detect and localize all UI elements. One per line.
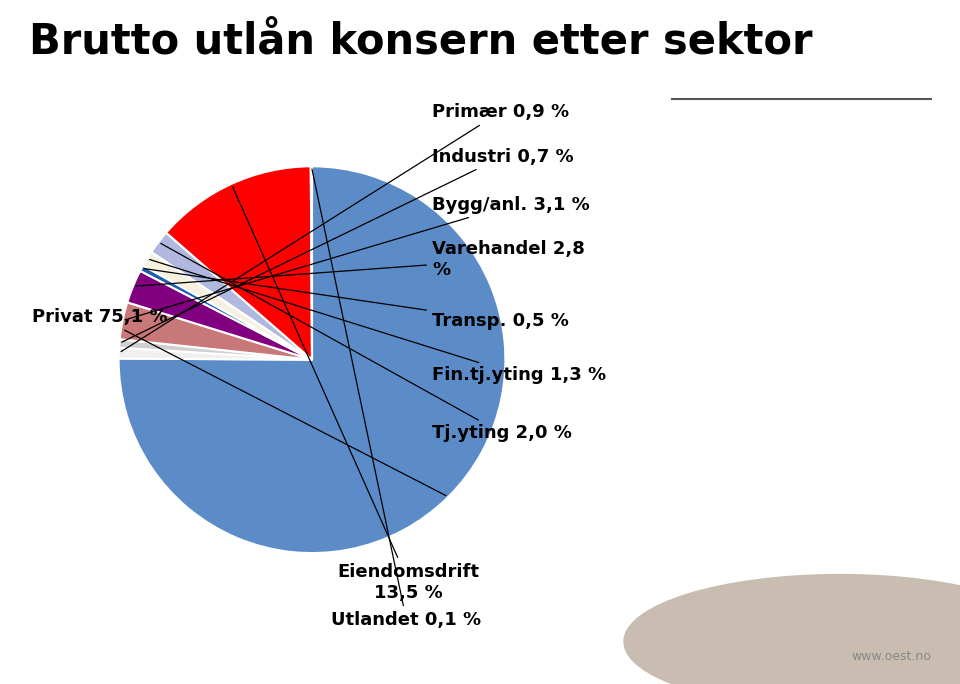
Text: Tj.yting 2,0 %: Tj.yting 2,0 %: [161, 244, 572, 442]
Text: Industri 0,7 %: Industri 0,7 %: [122, 148, 573, 342]
Text: www.oest.no: www.oest.no: [852, 650, 931, 663]
Wedge shape: [119, 166, 505, 553]
Wedge shape: [152, 233, 312, 360]
Text: Bygg/anl. 3,1 %: Bygg/anl. 3,1 %: [125, 196, 589, 319]
Wedge shape: [143, 252, 312, 360]
Text: Primær 0,9 %: Primær 0,9 %: [121, 103, 569, 352]
Wedge shape: [119, 347, 312, 360]
Wedge shape: [140, 265, 312, 360]
Wedge shape: [166, 166, 312, 360]
Wedge shape: [119, 339, 312, 360]
Ellipse shape: [624, 575, 960, 684]
Text: Privat 75,1 %: Privat 75,1 %: [32, 308, 445, 496]
Text: Varehandel 2,8
%: Varehandel 2,8 %: [135, 239, 585, 286]
Text: Fin.tj.yting 1,3 %: Fin.tj.yting 1,3 %: [150, 259, 606, 384]
Text: Utlandet 0,1 %: Utlandet 0,1 %: [312, 169, 482, 629]
Wedge shape: [128, 271, 312, 360]
Wedge shape: [152, 252, 312, 360]
Wedge shape: [120, 302, 312, 360]
Text: Eiendomsdrift
13,5 %: Eiendomsdrift 13,5 %: [232, 187, 480, 601]
Text: Brutto utlån konsern etter sektor: Brutto utlån konsern etter sektor: [29, 21, 812, 62]
Text: Transp. 0,5 %: Transp. 0,5 %: [144, 269, 568, 330]
Wedge shape: [311, 166, 312, 360]
